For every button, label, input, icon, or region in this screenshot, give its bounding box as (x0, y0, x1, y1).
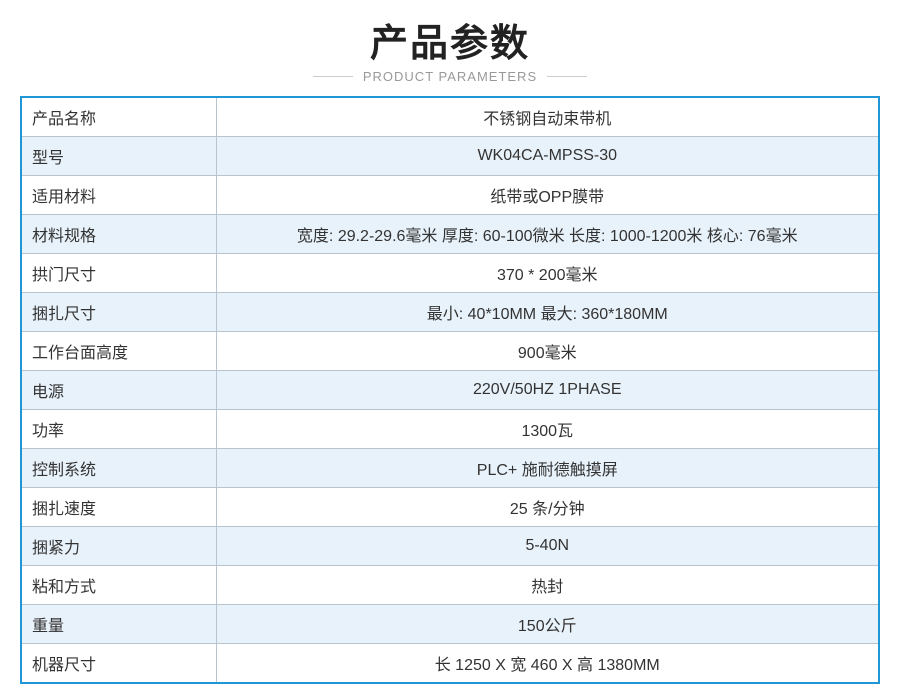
table-row: 机器尺寸 长 1250 X 宽 460 X 高 1380MM (21, 644, 879, 684)
param-label: 产品名称 (21, 97, 216, 137)
param-value: 宽度: 29.2-29.6毫米 厚度: 60-100微米 长度: 1000-12… (216, 215, 879, 254)
param-value: 1300瓦 (216, 410, 879, 449)
subtitle-wrapper: PRODUCT PARAMETERS (20, 69, 880, 84)
param-value: 不锈钢自动束带机 (216, 97, 879, 137)
table-row: 粘和方式 热封 (21, 566, 879, 605)
header: 产品参数 PRODUCT PARAMETERS (20, 0, 880, 96)
table-body: 产品名称 不锈钢自动束带机 型号 WK04CA-MPSS-30 适用材料 纸带或… (21, 97, 879, 683)
param-value: 220V/50HZ 1PHASE (216, 371, 879, 410)
table-row: 功率 1300瓦 (21, 410, 879, 449)
param-value: 25 条/分钟 (216, 488, 879, 527)
table-row: 材料规格 宽度: 29.2-29.6毫米 厚度: 60-100微米 长度: 10… (21, 215, 879, 254)
table-row: 控制系统 PLC+ 施耐德触摸屏 (21, 449, 879, 488)
param-label: 控制系统 (21, 449, 216, 488)
table-row: 适用材料 纸带或OPP膜带 (21, 176, 879, 215)
param-label: 捆扎速度 (21, 488, 216, 527)
param-label: 捆扎尺寸 (21, 293, 216, 332)
param-label: 适用材料 (21, 176, 216, 215)
param-value: PLC+ 施耐德触摸屏 (216, 449, 879, 488)
param-value: 纸带或OPP膜带 (216, 176, 879, 215)
param-value: 900毫米 (216, 332, 879, 371)
table-row: 电源 220V/50HZ 1PHASE (21, 371, 879, 410)
table-row: 捆紧力 5-40N (21, 527, 879, 566)
param-value: 最小: 40*10MM 最大: 360*180MM (216, 293, 879, 332)
table-row: 产品名称 不锈钢自动束带机 (21, 97, 879, 137)
param-label: 型号 (21, 137, 216, 176)
param-value: WK04CA-MPSS-30 (216, 137, 879, 176)
param-label: 材料规格 (21, 215, 216, 254)
param-label: 工作台面高度 (21, 332, 216, 371)
table-row: 拱门尺寸 370 * 200毫米 (21, 254, 879, 293)
param-label: 重量 (21, 605, 216, 644)
param-label: 粘和方式 (21, 566, 216, 605)
divider-left (313, 76, 353, 77)
param-label: 机器尺寸 (21, 644, 216, 684)
table-row: 捆扎尺寸 最小: 40*10MM 最大: 360*180MM (21, 293, 879, 332)
table-row: 捆扎速度 25 条/分钟 (21, 488, 879, 527)
divider-right (547, 76, 587, 77)
page-subtitle: PRODUCT PARAMETERS (363, 69, 537, 84)
parameters-table: 产品名称 不锈钢自动束带机 型号 WK04CA-MPSS-30 适用材料 纸带或… (20, 96, 880, 684)
param-label: 电源 (21, 371, 216, 410)
page-title: 产品参数 (20, 12, 880, 67)
table-row: 型号 WK04CA-MPSS-30 (21, 137, 879, 176)
param-label: 功率 (21, 410, 216, 449)
param-label: 拱门尺寸 (21, 254, 216, 293)
table-row: 工作台面高度 900毫米 (21, 332, 879, 371)
param-value: 热封 (216, 566, 879, 605)
param-value: 370 * 200毫米 (216, 254, 879, 293)
param-value: 长 1250 X 宽 460 X 高 1380MM (216, 644, 879, 684)
param-value: 150公斤 (216, 605, 879, 644)
param-label: 捆紧力 (21, 527, 216, 566)
param-value: 5-40N (216, 527, 879, 566)
table-row: 重量 150公斤 (21, 605, 879, 644)
